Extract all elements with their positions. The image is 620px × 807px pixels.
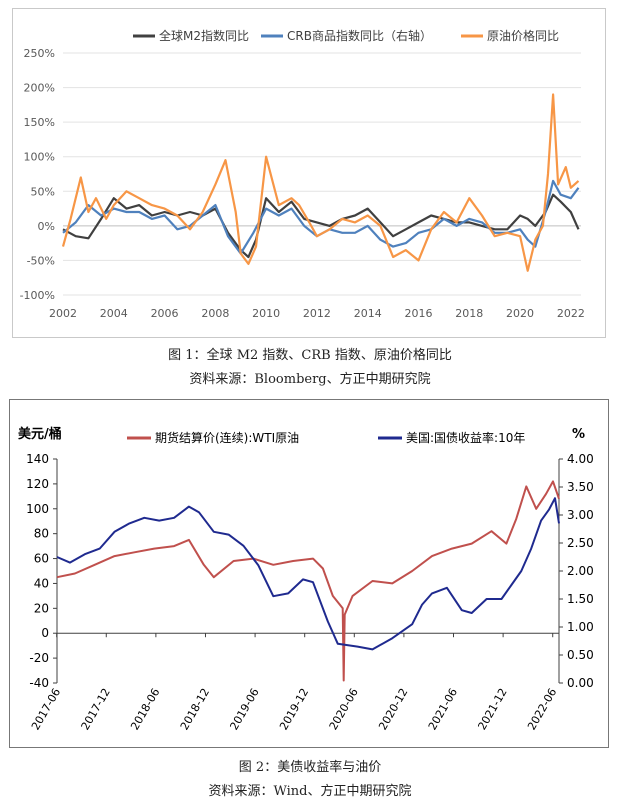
y-tick-label: 60	[34, 552, 49, 566]
y-tick-label: 140	[26, 452, 49, 466]
y2-tick-label: 0.50	[567, 648, 594, 662]
x-tick-label: 2019-06	[227, 686, 261, 732]
y-tick-label: 250%	[24, 47, 55, 60]
x-tick-label: 2018	[455, 307, 483, 320]
x-tick-label: 2002	[49, 307, 77, 320]
y2-tick-label: 3.50	[567, 480, 594, 494]
x-tick-label: 2020-12	[376, 686, 410, 732]
y2-tick-label: 4.00	[567, 452, 594, 466]
y-tick-label: -100%	[20, 289, 55, 302]
x-tick-label: 2008	[201, 307, 229, 320]
x-tick-label: 2020	[506, 307, 534, 320]
x-tick-label: 2017-06	[29, 686, 63, 732]
y2-tick-label: 1.00	[567, 620, 594, 634]
figure2-source: 资料来源：Wind、方正中期研究院	[208, 784, 412, 799]
x-tick-label: 2014	[354, 307, 382, 320]
y-tick-label: 80	[34, 527, 49, 541]
y-tick-label: 150%	[24, 116, 55, 129]
legend-label: CRB商品指数同比（右轴）	[287, 28, 432, 43]
series-line	[61, 93, 580, 272]
y2-tick-label: 2.00	[567, 564, 594, 578]
x-tick-label: 2018-06	[128, 686, 162, 732]
y-tick-label: 0	[41, 626, 49, 640]
x-tick-label: 2021-06	[426, 686, 460, 732]
y2-tick-label: 1.50	[567, 592, 594, 606]
y-tick-label: 100%	[24, 151, 55, 164]
x-tick-label: 2017-12	[79, 686, 113, 732]
left-axis-unit: 美元/桶	[18, 426, 62, 442]
x-tick-label: 2019-12	[277, 686, 311, 732]
legend-label: 原油价格同比	[487, 28, 559, 43]
y-tick-label: 40	[34, 576, 49, 590]
x-tick-label: 2022	[557, 307, 585, 320]
y-tick-label: 50%	[31, 185, 55, 198]
x-tick-label: 2004	[100, 307, 128, 320]
y2-tick-label: 3.00	[567, 508, 594, 522]
y-tick-label: -50%	[27, 254, 55, 267]
figure2-panel: -40 -20 0 20 40 60 80 100 120 140 0.00 0.50 1.00 1.50…	[9, 399, 609, 748]
figure1-source: 资料来源：Bloomberg、方正中期研究院	[189, 372, 431, 387]
y2-tick-label: 2.50	[567, 536, 594, 550]
y-tick-label: -40	[29, 676, 49, 690]
series-line	[56, 480, 560, 682]
x-tick-label: 2021-12	[475, 686, 509, 732]
series-line	[56, 497, 560, 651]
legend-label: 期货结算价(连续):WTI原油	[155, 430, 299, 445]
x-tick-label: 2010	[252, 307, 280, 320]
y-tick-label: 100	[26, 502, 49, 516]
figure1-chart: -100% -50% 0% 50% 100% 150% 200% 250% 2002 2004 20…	[20, 28, 585, 320]
right-axis-unit: %	[572, 427, 585, 442]
legend-label: 全球M2指数同比	[159, 28, 249, 43]
y2-tick-label: 0.00	[567, 676, 594, 690]
y-tick-label: 200%	[24, 82, 55, 95]
y-tick-label: 120	[26, 477, 49, 491]
y-tick-label: -20	[29, 651, 49, 665]
y-tick-label: 20	[34, 601, 49, 615]
y-tick-label: 0%	[38, 220, 55, 233]
figure1-caption: 图 1：全球 M2 指数、CRB 指数、原油价格同比	[168, 348, 452, 363]
figure1-panel: -100% -50% 0% 50% 100% 150% 200% 250% 2002 2004 20…	[12, 8, 606, 338]
figure2-chart: -40 -20 0 20 40 60 80 100 120 140 0.00 0.50 1.00 1.50…	[18, 426, 594, 732]
x-tick-label: 2018-12	[178, 686, 212, 732]
legend-label: 美国:国债收益率:10年	[406, 430, 525, 445]
x-tick-label: 2020-06	[327, 686, 361, 732]
x-tick-label: 2016	[404, 307, 432, 320]
series-line	[62, 179, 580, 255]
figure2-caption: 图 2：美债收益率与油价	[238, 760, 382, 775]
x-tick-label: 2012	[303, 307, 331, 320]
x-tick-label: 2022-06	[525, 686, 559, 732]
x-tick-label: 2006	[151, 307, 179, 320]
series-line	[62, 193, 580, 259]
